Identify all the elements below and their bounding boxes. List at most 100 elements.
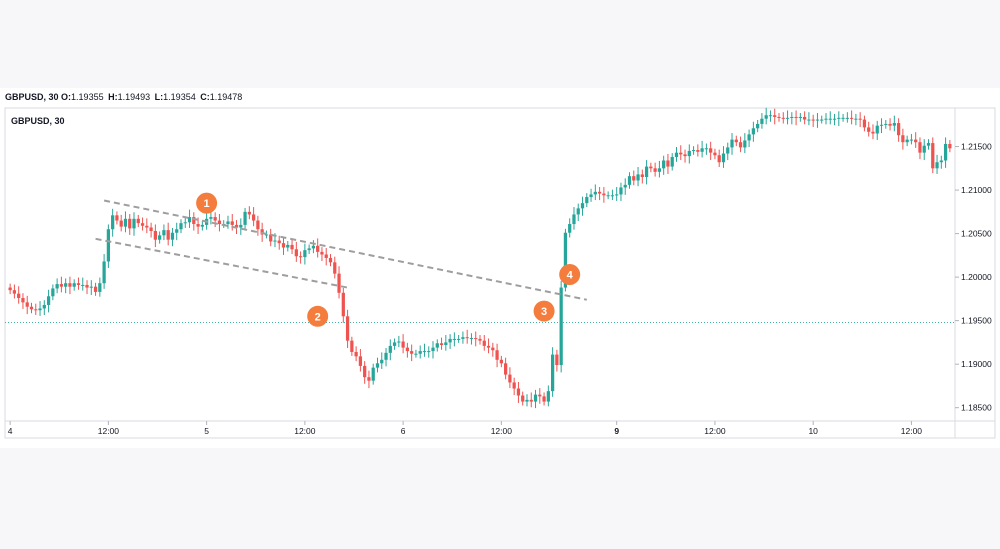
candle bbox=[354, 346, 358, 362]
candle bbox=[410, 344, 414, 362]
candle bbox=[149, 222, 153, 238]
candle bbox=[529, 392, 533, 408]
candle bbox=[414, 349, 418, 358]
low-key: L: bbox=[154, 92, 164, 102]
candle bbox=[68, 276, 72, 295]
ohlc-header: GBPUSD, 30 O:1.19355 H:1.19493 L:1.19354… bbox=[5, 92, 244, 102]
candle bbox=[106, 224, 111, 268]
candle bbox=[247, 206, 251, 220]
candle bbox=[837, 111, 841, 127]
candle bbox=[290, 239, 294, 255]
candle bbox=[572, 207, 576, 230]
candle bbox=[363, 361, 367, 384]
price-axis: 1.21500 1.21000 1.20500 1.20000 1.19500 1.190… bbox=[955, 142, 992, 413]
chart-frame bbox=[4, 107, 996, 439]
candle bbox=[311, 240, 316, 254]
candle bbox=[59, 276, 64, 293]
candle bbox=[431, 341, 435, 359]
candle bbox=[832, 113, 837, 126]
candle bbox=[828, 111, 832, 125]
trendline-upper[interactable] bbox=[103, 199, 587, 301]
candle bbox=[25, 295, 29, 315]
candle bbox=[316, 238, 320, 258]
candle bbox=[153, 224, 157, 248]
trendline-lower[interactable] bbox=[95, 237, 348, 289]
candle bbox=[102, 254, 106, 289]
candle bbox=[726, 142, 730, 161]
candle bbox=[871, 124, 875, 140]
candle bbox=[849, 110, 854, 125]
candle bbox=[721, 146, 726, 168]
candle bbox=[781, 112, 785, 124]
candle bbox=[905, 135, 909, 147]
candle bbox=[516, 382, 521, 403]
candle bbox=[427, 346, 431, 358]
candle bbox=[632, 170, 636, 186]
low-value: 1.19354 bbox=[163, 92, 196, 102]
candle bbox=[474, 331, 478, 347]
candle bbox=[777, 113, 781, 122]
candle bbox=[636, 167, 640, 187]
candle bbox=[619, 182, 623, 201]
annotation-label: 2 bbox=[315, 311, 321, 323]
close-key: C: bbox=[200, 92, 210, 102]
chart-legend: GBPUSD, 30 bbox=[11, 116, 65, 126]
candle bbox=[730, 133, 734, 155]
candle bbox=[820, 115, 824, 124]
candle bbox=[521, 391, 525, 406]
candle bbox=[439, 337, 444, 350]
candle bbox=[525, 394, 529, 407]
candle bbox=[606, 191, 610, 200]
price-tick-label: 1.19000 bbox=[961, 359, 992, 369]
candle bbox=[251, 207, 256, 227]
candle bbox=[21, 293, 25, 309]
candle bbox=[495, 343, 499, 368]
candle bbox=[653, 162, 657, 177]
candle bbox=[367, 370, 371, 389]
candle bbox=[858, 112, 862, 127]
candle bbox=[687, 144, 691, 164]
candle bbox=[747, 129, 751, 147]
candle bbox=[166, 222, 170, 246]
annotation-marker[interactable]: 1 bbox=[196, 192, 218, 214]
price-tick-label: 1.21500 bbox=[961, 142, 992, 152]
candle bbox=[123, 211, 128, 233]
candle bbox=[623, 178, 627, 195]
open-value: 1.19355 bbox=[71, 92, 104, 102]
candle bbox=[132, 212, 136, 236]
candle bbox=[734, 135, 738, 147]
candle bbox=[875, 120, 879, 141]
chart-panel: GBPUSD, 30 O:1.19355 H:1.19493 L:1.19354… bbox=[0, 88, 1000, 448]
candle bbox=[568, 218, 572, 238]
candle bbox=[939, 155, 943, 169]
candle bbox=[307, 244, 311, 255]
time-tick-label: 12:00 bbox=[98, 426, 120, 436]
candle bbox=[580, 196, 585, 216]
candle bbox=[98, 277, 102, 297]
candle bbox=[602, 187, 606, 203]
candle bbox=[546, 385, 550, 407]
candle bbox=[824, 113, 828, 125]
candle bbox=[162, 224, 166, 241]
annotation-marker[interactable]: 4 bbox=[559, 264, 581, 286]
candle bbox=[743, 133, 747, 154]
annotation-marker[interactable]: 2 bbox=[307, 305, 329, 327]
candle bbox=[555, 349, 559, 372]
candle bbox=[303, 243, 307, 265]
annotation-marker[interactable]: 3 bbox=[533, 300, 555, 322]
candle bbox=[533, 389, 538, 409]
candle bbox=[217, 214, 222, 232]
candle bbox=[845, 112, 849, 123]
candle bbox=[879, 118, 884, 134]
open-key: O: bbox=[61, 92, 72, 102]
candle bbox=[649, 162, 653, 173]
close-value: 1.19478 bbox=[209, 92, 243, 102]
candle bbox=[17, 286, 21, 304]
candle bbox=[504, 357, 508, 380]
candle bbox=[867, 121, 871, 137]
candle bbox=[888, 118, 892, 131]
candle bbox=[931, 137, 935, 174]
candle bbox=[914, 132, 918, 148]
